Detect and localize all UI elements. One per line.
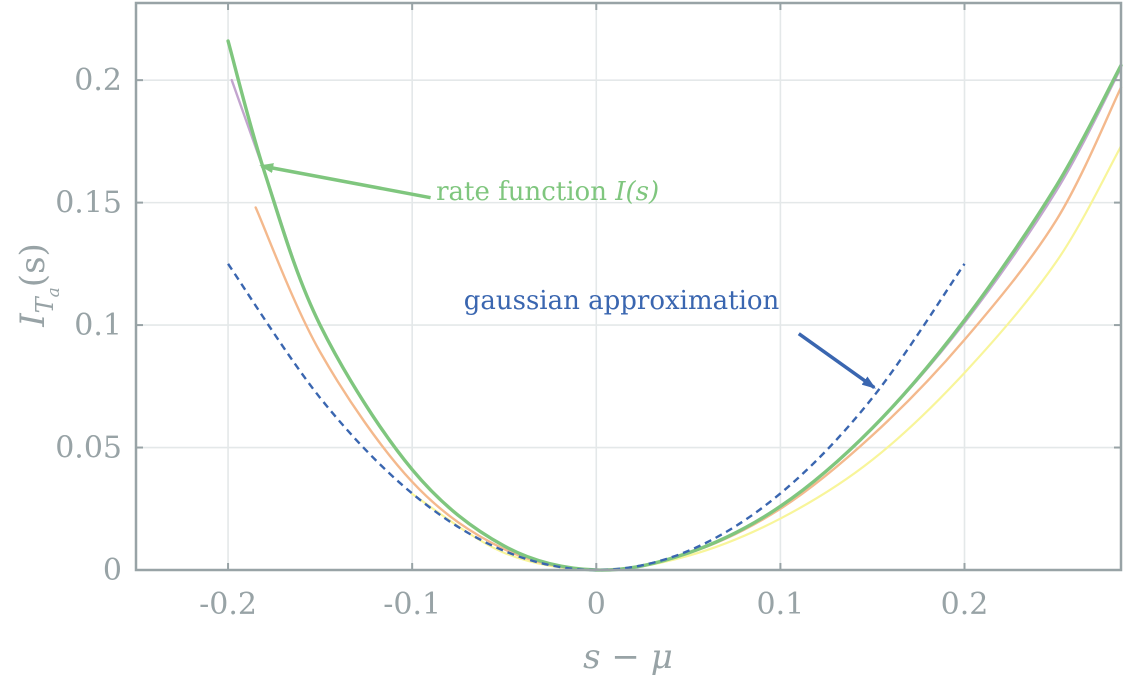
y-tick-label-0: 0 xyxy=(103,553,122,588)
annotation-label-0: rate function I(s) xyxy=(436,177,659,207)
x-tick-label-0: -0.2 xyxy=(199,587,257,622)
y-tick-label-4: 0.2 xyxy=(74,63,122,98)
series-line-4 xyxy=(227,263,966,572)
annotation-arrow-1 xyxy=(797,332,876,389)
y-axis-label: ITa(s) xyxy=(13,243,64,328)
x-tick-label-4: 0.2 xyxy=(941,587,989,622)
annotation-arrow-0 xyxy=(259,163,431,200)
x-tick-label-3: 0.1 xyxy=(757,587,805,622)
y-tick-label-3: 0.15 xyxy=(55,186,122,221)
series-line-2 xyxy=(230,66,1123,572)
plot-frame xyxy=(134,1,1123,572)
y-tick-label-2: 0.1 xyxy=(74,308,122,343)
x-tick-label-2: 0 xyxy=(587,587,606,622)
svg-text:ITa(s): ITa(s) xyxy=(13,243,64,328)
axes-box xyxy=(134,1,1123,572)
series-group xyxy=(226,39,1123,572)
x-tick-label-1: -0.1 xyxy=(383,587,441,622)
y-tick-label-1: 0.05 xyxy=(55,431,122,466)
annotations: rate function I(s) gaussian approximation xyxy=(259,163,876,389)
x-axis-label: s − μ xyxy=(583,637,673,677)
tick-labels: -0.2 -0.1 0 0.1 0.2 0 0.05 0.1 0.15 0.2 xyxy=(55,63,988,622)
series-line-1 xyxy=(254,86,1123,572)
series-line-0 xyxy=(411,145,1123,572)
annotation-label-1: gaussian approximation xyxy=(464,286,780,316)
